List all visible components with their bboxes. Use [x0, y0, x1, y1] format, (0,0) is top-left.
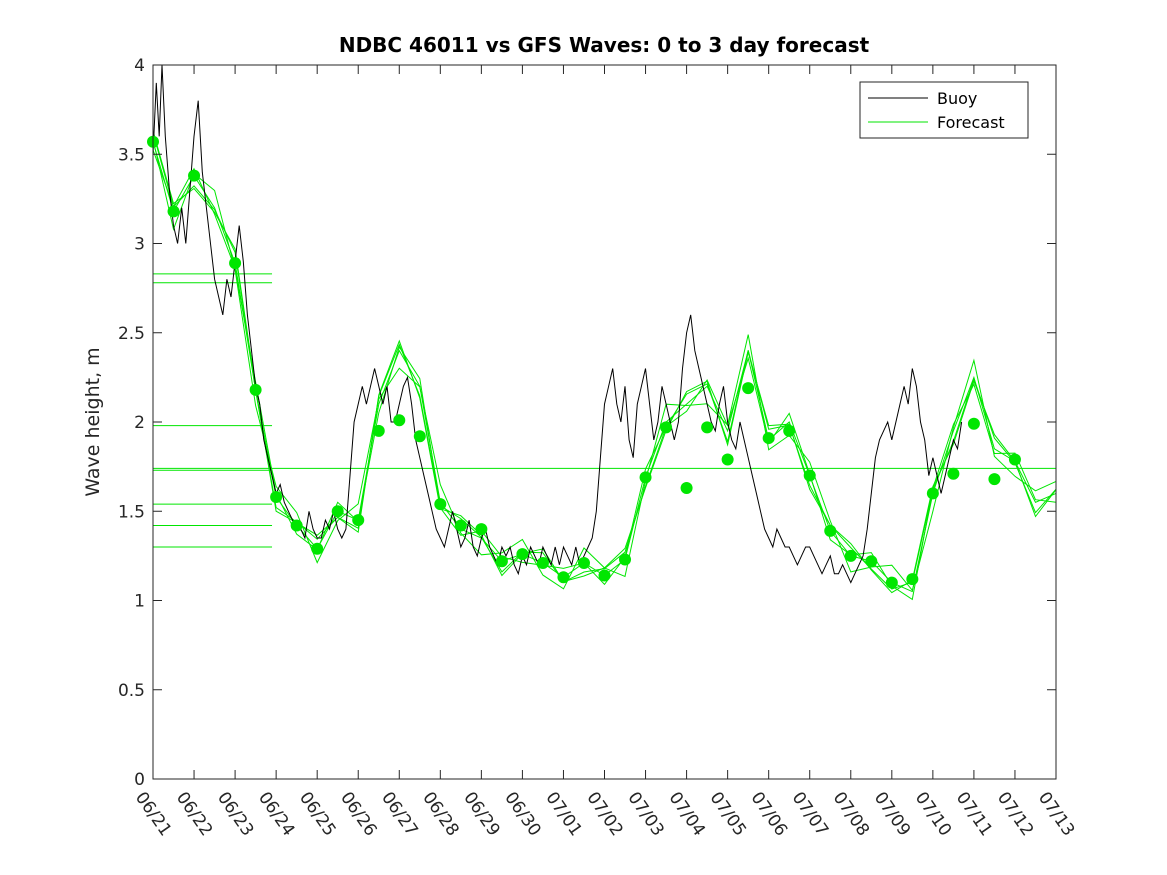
forecast-marker — [413, 430, 426, 443]
y-tick-label: 1 — [134, 592, 145, 612]
forecast-marker — [762, 432, 775, 445]
forecast-marker — [454, 519, 467, 532]
forecast-marker — [660, 421, 673, 434]
forecast-marker — [270, 490, 283, 503]
y-tick-label: 2 — [134, 413, 145, 433]
forecast-marker — [188, 169, 201, 182]
forecast-marker — [536, 557, 549, 570]
legend-buoy-label: Buoy — [937, 89, 977, 108]
forecast-marker — [229, 257, 242, 270]
y-tick-label: 1.5 — [118, 502, 145, 522]
forecast-marker — [803, 469, 816, 482]
forecast-marker — [393, 414, 406, 427]
plot-area — [153, 65, 1056, 779]
forecast-marker — [783, 424, 796, 437]
forecast-marker — [988, 473, 1001, 486]
forecast-marker — [516, 548, 529, 561]
y-tick-label: 3 — [134, 235, 145, 255]
forecast-marker — [577, 557, 590, 570]
forecast-marker — [249, 383, 262, 396]
forecast-marker — [947, 467, 960, 480]
forecast-marker — [885, 576, 898, 589]
y-tick-label: 0 — [134, 770, 145, 790]
forecast-marker — [475, 523, 488, 536]
forecast-marker — [906, 573, 919, 586]
forecast-marker — [557, 571, 570, 584]
reference-lines — [153, 273, 1056, 548]
y-tick-label: 2.5 — [118, 324, 145, 344]
forecast-marker — [495, 555, 508, 568]
forecast-marker — [865, 555, 878, 568]
y-axis-label: Wave height, m — [82, 347, 104, 496]
forecast-marker — [701, 421, 714, 434]
forecast-marker — [619, 553, 632, 566]
forecast-marker — [824, 524, 837, 537]
forecast-marker — [639, 471, 652, 484]
legend: Buoy Forecast — [859, 81, 1029, 139]
forecast-marker — [434, 498, 447, 511]
forecast-member-line — [152, 130, 1057, 594]
legend-box — [859, 81, 1029, 139]
forecast-marker — [1008, 453, 1021, 466]
y-tick-label: 0.5 — [118, 681, 145, 701]
buoy-line — [152, 64, 963, 584]
y-tick-label: 4 — [134, 56, 145, 76]
forecast-marker — [967, 417, 980, 430]
forecast-marker — [290, 519, 303, 532]
y-tick-label: 3.5 — [118, 145, 145, 165]
forecast-marker — [721, 453, 734, 466]
forecast-marker — [742, 382, 755, 395]
forecast-marker — [372, 424, 385, 437]
forecast-member-line — [152, 149, 1057, 601]
forecast-marker — [167, 205, 180, 218]
forecast-marker — [680, 482, 693, 495]
buoy-series-line — [152, 64, 963, 584]
forecast-marker — [844, 549, 857, 562]
y-axis-ticks: 0 0.5 1 1.5 2 2.5 3 3.5 4 — [118, 56, 1056, 790]
legend-forecast-label: Forecast — [937, 113, 1005, 132]
forecast-markers — [147, 135, 1021, 589]
chart-title: NDBC 46011 vs GFS Waves: 0 to 3 day fore… — [339, 33, 870, 57]
forecast-marker — [598, 569, 611, 582]
forecast-marker — [311, 542, 324, 555]
forecast-marker — [926, 487, 939, 500]
forecast-marker — [331, 505, 344, 518]
forecast-marker — [352, 514, 365, 527]
